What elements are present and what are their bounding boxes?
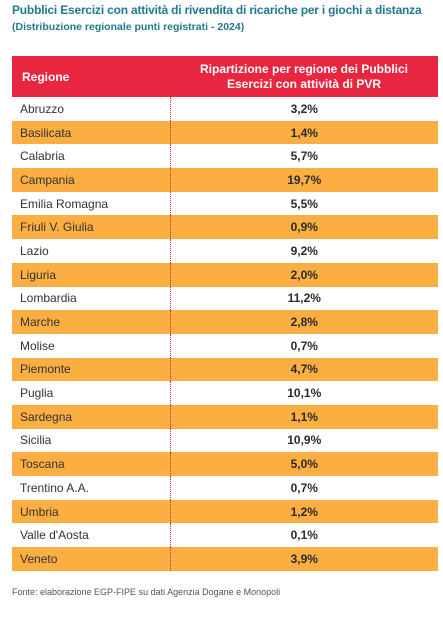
- share-value-cell: 2,8%: [170, 310, 438, 334]
- region-cell: Molise: [12, 333, 171, 358]
- table-row: Trentino A.A. 0,7%: [12, 476, 438, 500]
- share-value-cell: 0,1%: [170, 523, 438, 548]
- share-value-cell: 3,9%: [170, 547, 438, 571]
- share-value-cell: 5,7%: [170, 144, 438, 169]
- table-row: Lombardia 11,2%: [12, 286, 438, 311]
- share-value-cell: 0,7%: [170, 476, 438, 500]
- share-value-cell: 2,0%: [170, 262, 438, 287]
- share-value-cell: 4,7%: [170, 357, 438, 382]
- region-table: Regione Ripartizione per regione dei Pub…: [12, 56, 438, 571]
- chart-title: Pubblici Esercizi con attività di rivend…: [12, 3, 422, 17]
- table-row: Friuli V. Giulia 0,9%: [12, 215, 438, 240]
- table-row: Emilia Romagna 5,5%: [12, 191, 438, 216]
- share-value-cell: 19,7%: [170, 168, 438, 192]
- region-cell: Valle d'Aosta: [12, 523, 171, 548]
- region-cell: Toscana: [12, 452, 171, 476]
- share-value-cell: 10,9%: [170, 428, 438, 453]
- table-row: Liguria 2,0%: [12, 262, 438, 287]
- region-cell: Trentino A.A.: [12, 476, 171, 500]
- region-cell: Umbria: [12, 499, 171, 524]
- share-value-cell: 3,2%: [170, 97, 438, 121]
- table-row: Abruzzo 3,2%: [12, 97, 438, 121]
- region-cell: Emilia Romagna: [12, 191, 171, 216]
- share-value-cell: 11,2%: [170, 286, 438, 311]
- region-cell: Campania: [12, 168, 171, 192]
- table-row: Toscana 5,0%: [12, 452, 438, 476]
- table-row: Puglia 10,1%: [12, 381, 438, 405]
- share-value-cell: 5,5%: [170, 191, 438, 216]
- region-cell: Sicilia: [12, 428, 171, 453]
- region-cell: Marche: [12, 310, 171, 334]
- share-value-cell: 0,9%: [170, 215, 438, 240]
- region-cell: Friuli V. Giulia: [12, 215, 171, 240]
- region-cell: Abruzzo: [12, 97, 171, 121]
- region-cell: Calabria: [12, 144, 171, 169]
- share-value-cell: 9,2%: [170, 239, 438, 263]
- region-cell: Lazio: [12, 239, 171, 263]
- table-row: Sardegna 1,1%: [12, 404, 438, 429]
- share-value-cell: 1,1%: [170, 404, 438, 429]
- share-value-cell: 10,1%: [170, 381, 438, 405]
- table-row: Calabria 5,7%: [12, 144, 438, 169]
- table-row: Umbria 1,2%: [12, 499, 438, 524]
- share-value-cell: 0,7%: [170, 333, 438, 358]
- table-row: Basilicata 1,4%: [12, 120, 438, 145]
- table-row: Piemonte 4,7%: [12, 357, 438, 382]
- region-cell: Sardegna: [12, 404, 171, 429]
- share-value-cell: 1,2%: [170, 499, 438, 524]
- column-header-region: Regione: [12, 56, 170, 97]
- table-row: Campania 19,7%: [12, 168, 438, 192]
- region-cell: Puglia: [12, 381, 171, 405]
- region-cell: Lombardia: [12, 286, 171, 311]
- source-note: Fonte: elaborazione EGP-FIPE su dati Age…: [12, 587, 281, 597]
- region-cell: Veneto: [12, 547, 171, 571]
- share-value-cell: 5,0%: [170, 452, 438, 476]
- share-value-cell: 1,4%: [170, 120, 438, 145]
- table-row: Veneto 3,9%: [12, 547, 438, 571]
- table-row: Sicilia 10,9%: [12, 428, 438, 453]
- column-header-share: Ripartizione per regione dei Pubblici Es…: [170, 56, 438, 97]
- table-header-row: Regione Ripartizione per regione dei Pub…: [12, 56, 438, 97]
- table-row: Marche 2,8%: [12, 310, 438, 334]
- chart-subtitle: (Distribuzione regionale punti registrat…: [12, 21, 245, 33]
- region-cell: Liguria: [12, 262, 171, 287]
- table-row: Valle d'Aosta 0,1%: [12, 523, 438, 548]
- table-row: Lazio 9,2%: [12, 239, 438, 263]
- region-cell: Piemonte: [12, 357, 171, 382]
- region-cell: Basilicata: [12, 120, 171, 145]
- table-body: Abruzzo 3,2% Basilicata 1,4% Calabria 5,7% Cam…: [12, 97, 438, 571]
- table-row: Molise 0,7%: [12, 333, 438, 358]
